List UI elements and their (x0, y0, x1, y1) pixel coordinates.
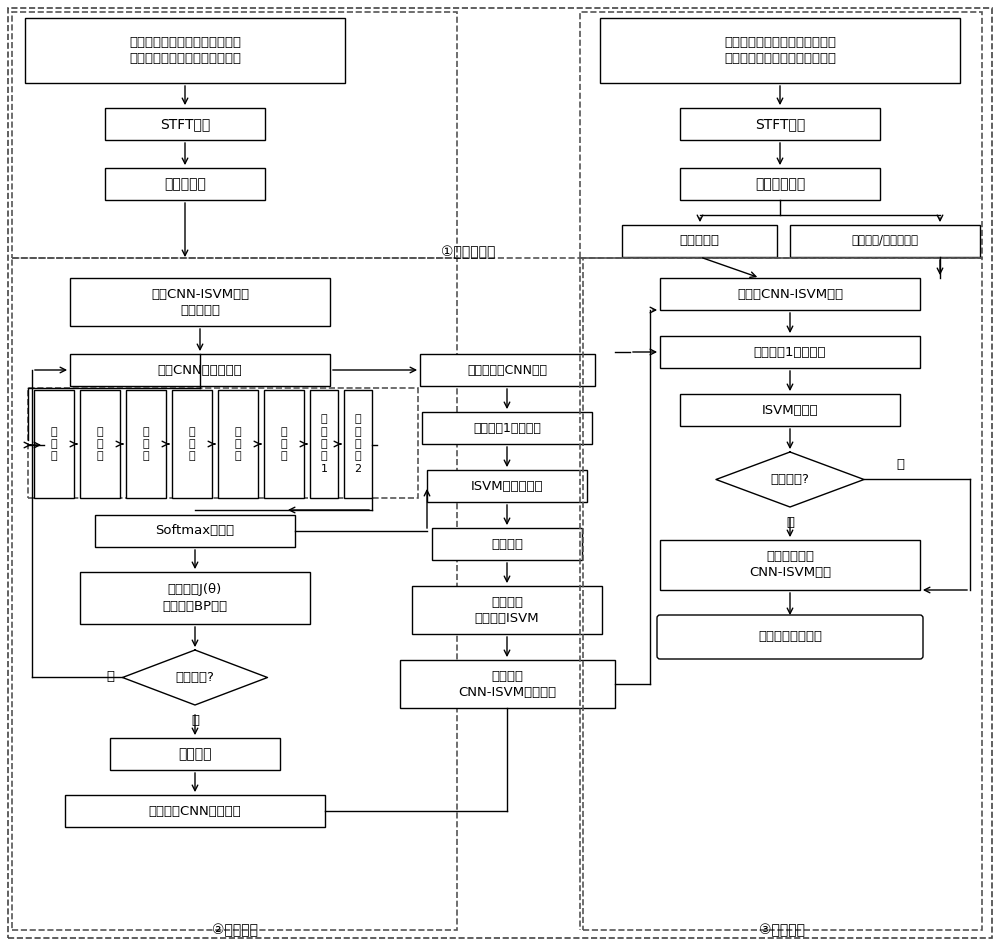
Text: 输出故障诊断结果: 输出故障诊断结果 (758, 630, 822, 643)
Bar (105, 108, 265, 140)
Text: 保存源域
CNN-ISVM模型参数: 保存源域 CNN-ISVM模型参数 (458, 670, 557, 698)
FancyBboxPatch shape (657, 615, 923, 659)
Text: 池
化
层: 池 化 层 (281, 427, 287, 462)
Bar (344, 390, 372, 498)
Text: 否: 否 (786, 517, 794, 530)
Text: STFT变换: STFT变换 (160, 117, 210, 131)
Bar (660, 336, 920, 368)
Text: 卷
积
层: 卷 积 层 (51, 427, 57, 462)
Bar (420, 354, 595, 386)
Text: 误差计算J(θ)
反向传播BP优化: 误差计算J(θ) 反向传播BP优化 (162, 584, 228, 612)
Bar (80, 572, 310, 624)
Bar (680, 168, 880, 200)
Text: 源域CNN模型预训练: 源域CNN模型预训练 (158, 363, 242, 377)
Text: 训练样本集: 训练样本集 (680, 235, 720, 248)
Text: 全连接层1特征输出: 全连接层1特征输出 (473, 422, 541, 434)
Bar (432, 528, 582, 560)
Bar (12, 258, 457, 930)
Bar (680, 108, 880, 140)
Bar (412, 586, 602, 634)
Bar (680, 394, 900, 426)
Text: 完成训练: 完成训练 (178, 747, 212, 761)
Bar (583, 258, 982, 930)
Text: 源域CNN-ISVM模型
参数初始化: 源域CNN-ISVM模型 参数初始化 (151, 288, 249, 317)
Bar (126, 390, 166, 498)
Bar (427, 470, 587, 502)
Bar (70, 354, 330, 386)
Bar (622, 225, 777, 257)
Text: 保存源域CNN模型参数: 保存源域CNN模型参数 (149, 804, 241, 817)
Text: 全连接层1特征输出: 全连接层1特征输出 (754, 345, 826, 359)
Bar (28, 388, 418, 498)
Bar (790, 225, 980, 257)
Text: 否: 否 (106, 671, 114, 684)
Bar (310, 390, 338, 498)
Text: 全
连
接
层
2: 全 连 接 层 2 (354, 414, 362, 474)
Text: 目标域样本集: 目标域样本集 (755, 177, 805, 191)
Text: 卷
积
层: 卷 积 层 (143, 427, 149, 462)
Text: 目标域CNN-ISVM模型: 目标域CNN-ISVM模型 (737, 288, 843, 301)
Text: 目标域已更新
CNN-ISVM模型: 目标域已更新 CNN-ISVM模型 (749, 551, 831, 580)
Text: 源域数据：离线状态的某些负载
情况下滚动轴承多状态振动数据: 源域数据：离线状态的某些负载 情况下滚动轴承多状态振动数据 (129, 36, 241, 65)
Bar (110, 738, 280, 770)
Text: 源域已训练CNN模型: 源域已训练CNN模型 (468, 363, 548, 377)
Bar (422, 412, 592, 444)
Text: 是: 是 (191, 713, 199, 727)
Text: 卷
积
层: 卷 积 层 (235, 427, 241, 462)
Bar (25, 18, 345, 83)
Text: 完成训练: 完成训练 (491, 537, 523, 551)
Bar (580, 12, 982, 258)
Bar (12, 12, 457, 258)
Text: 是: 是 (896, 458, 904, 470)
Text: 池
化
层: 池 化 层 (97, 427, 103, 462)
Bar (34, 390, 74, 498)
Bar (105, 168, 265, 200)
Text: 是否更新?: 是否更新? (771, 473, 809, 486)
Bar (660, 540, 920, 590)
Text: 全
连
接
层
1: 全 连 接 层 1 (320, 414, 328, 474)
Text: 源域样本集: 源域样本集 (164, 177, 206, 191)
Bar (600, 18, 960, 83)
Text: 实际测试/诊断样本集: 实际测试/诊断样本集 (852, 235, 918, 248)
Text: 是否收敛?: 是否收敛? (176, 671, 214, 684)
Text: 目标域数据：在线获取不同负载
情况下滚动轴承多状态振动数据: 目标域数据：在线获取不同负载 情况下滚动轴承多状态振动数据 (724, 36, 836, 65)
Bar (80, 390, 120, 498)
Bar (400, 660, 615, 708)
Text: 池
化
层: 池 化 层 (189, 427, 195, 462)
Text: Softmax分类器: Softmax分类器 (155, 524, 235, 537)
Text: ①数据预处理: ①数据预处理 (441, 245, 495, 259)
Text: ②离线阶段: ②离线阶段 (212, 923, 258, 937)
Text: ③在线阶段: ③在线阶段 (759, 923, 805, 937)
Text: ISVM分类器: ISVM分类器 (762, 404, 818, 416)
Text: STFT变换: STFT变换 (755, 117, 805, 131)
Text: ISVM分类器训练: ISVM分类器训练 (471, 480, 543, 493)
Bar (65, 795, 325, 827)
Bar (264, 390, 304, 498)
Text: 获得源域
训练后的ISVM: 获得源域 训练后的ISVM (475, 595, 539, 624)
Bar (95, 515, 295, 547)
Bar (70, 278, 330, 326)
Bar (218, 390, 258, 498)
Bar (660, 278, 920, 310)
Bar (172, 390, 212, 498)
